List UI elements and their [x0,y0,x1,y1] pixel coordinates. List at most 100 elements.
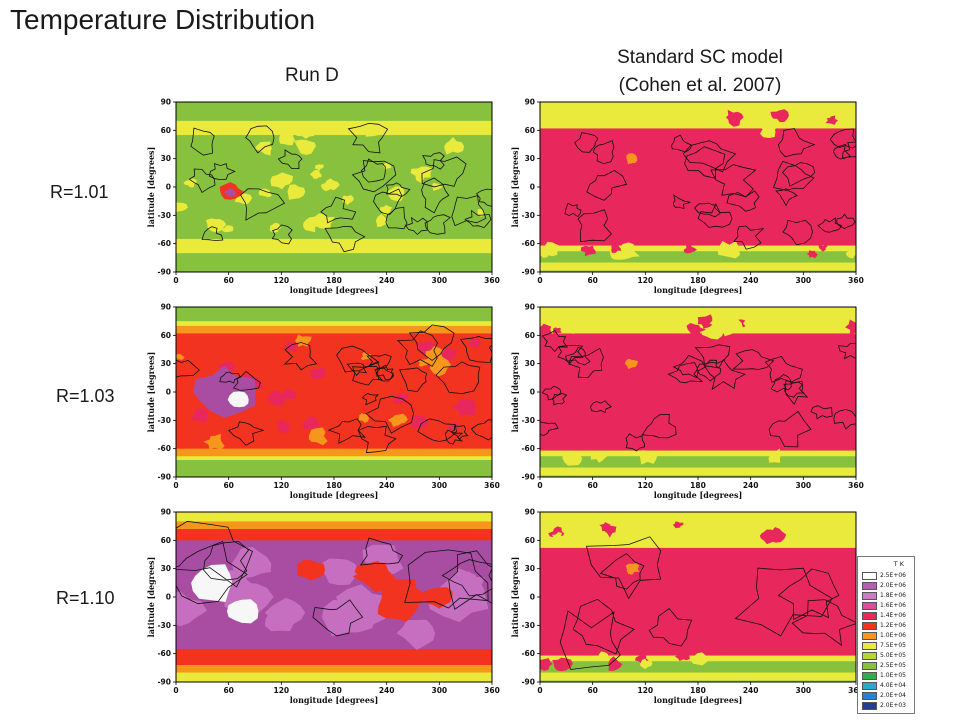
legend-entry: 2.0E+06 [862,581,906,590]
contour-line [667,362,704,384]
contour-line [324,225,366,253]
patch-yellow [313,213,335,229]
panel-rund-r103: 0 60 120 180 240 300 360 -90 -60 -30 0 30 60 90 longit… [138,303,500,509]
x-tick-label: 120 [274,686,290,695]
contour-line [778,127,816,158]
patch [360,352,371,361]
column-heading-line-1: Standard SC model [617,47,783,68]
x-tick-label: 300 [432,276,448,285]
y-axis-label: latitude [degrees] [146,352,156,433]
contour-line [385,206,408,230]
contour-line [451,195,487,227]
contour-line [564,202,582,218]
patch-yellow [279,132,296,146]
y-axis-label: latitude [degrees] [510,557,520,638]
panel-standard-r101: 0 60 120 180 240 300 360 -90 -60 -30 0 30 60 90 longit… [502,98,864,304]
contour-line [277,149,303,169]
contour-line [422,152,445,170]
legend-entry: 1.8E+06 [862,591,906,600]
contour-line [772,160,815,191]
contour-line [336,345,380,373]
contour-line [696,359,722,382]
heatmap-field [176,307,492,477]
patch [686,323,707,337]
patch [308,427,328,446]
legend-swatch [862,621,877,630]
contour-line [459,336,492,363]
legend-entry: 7.5E+05 [862,641,906,650]
contour-line [841,141,856,158]
y-tick-label: -90 [157,268,171,277]
patch [309,366,326,380]
contour-line [829,128,856,149]
contour-line [271,224,293,245]
row-label-r101: R=1.01 [50,182,109,202]
contour-line [734,567,833,637]
patch-yellow [221,225,234,233]
patch [766,448,781,463]
x-tick-label: 0 [173,481,178,490]
contour-line [441,559,492,597]
patch [441,347,458,362]
patch [548,526,565,540]
hot-spot-core [224,187,237,197]
legend-swatch [862,701,877,710]
patch-lightpurple [176,590,207,627]
y-axis-label: latitude [degrees] [510,147,520,228]
contour-line [574,132,599,153]
patch-yellow [444,137,464,155]
contour-line [227,421,265,446]
heatmap-field [540,512,856,682]
patch-yellow [269,222,281,233]
patch-red [423,587,453,609]
y-tick-label: 0 [530,388,535,397]
contour-line [404,549,489,609]
x-tick-label: 240 [379,686,395,695]
patch-yellow [375,214,388,227]
patch-yellow [342,195,354,205]
patch [553,318,566,331]
contour-line [590,400,612,414]
patch [301,415,320,431]
x-axis-label: longitude [degrees] [654,490,743,500]
x-tick-label: 360 [484,276,500,285]
x-tick-label: 60 [223,686,233,695]
heatmap-chart: 0 60 120 180 240 300 360 -90 -60 -30 0 30 60 90 longit… [510,98,864,296]
y-tick-label: 60 [525,331,535,340]
patch [608,656,623,671]
y-tick-label: -60 [521,444,535,453]
contour-line [219,371,241,384]
patch [467,338,481,348]
legend-entry: 2.0E+03 [862,701,906,710]
y-tick-label: -30 [157,416,171,425]
patch [598,651,609,659]
x-tick-label: 0 [173,276,178,285]
x-tick-label: 300 [432,686,448,695]
y-tick-label: 0 [530,593,535,602]
legend-entry: 1.2E+06 [862,621,906,630]
contour-line [376,364,395,380]
patch [267,390,286,407]
contour-line [208,163,236,181]
patch [690,652,709,666]
heatmap-chart: 0 60 120 180 240 300 360 -90 -60 -30 0 30 60 90 longit… [510,508,864,706]
contour-line [784,379,809,405]
legend-entry: 5.0E+05 [862,651,906,660]
legend-entry: 1.0E+06 [862,631,906,640]
patch [387,413,408,427]
contour-line [408,324,455,361]
x-tick-label: 120 [638,481,654,490]
patch-yellow [410,166,433,184]
y-tick-label: 0 [166,183,171,192]
patch [672,521,684,529]
contour-line [346,362,367,376]
column-heading-line-2: (Cohen et al. 2007) [618,75,782,96]
contour-line [188,168,216,193]
contour-line [347,122,389,154]
patch-lightpurple [455,571,486,595]
y-tick-label: -60 [157,649,171,658]
patch [552,326,562,335]
x-tick-label: 180 [326,276,342,285]
legend-title: T K [893,560,904,568]
panel-standard-r103: 0 60 120 180 240 300 360 -90 -60 -30 0 30 60 90 longit… [502,303,864,509]
